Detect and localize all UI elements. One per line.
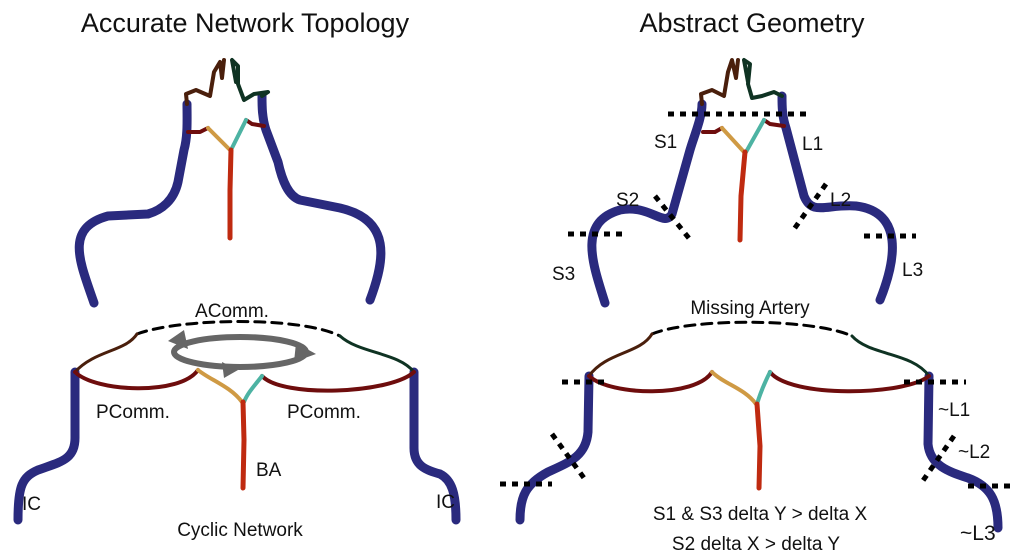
left-branch-lower — [196, 368, 244, 404]
right-panel-left-anterior-upper — [699, 58, 740, 106]
ba-label: BA — [256, 460, 282, 481]
right-panel-right-branch-upper — [744, 118, 766, 154]
l1-label: L1 — [802, 134, 823, 155]
geometry-note-1: S1 & S3 delta Y > delta X — [653, 504, 868, 525]
right-panel-left-anterior-lower — [587, 332, 654, 378]
right-panel-title: Abstract Geometry — [639, 8, 865, 38]
right-branch-lower — [242, 374, 264, 404]
right-panel-right-ic-lower — [923, 371, 1003, 533]
pcomm-left-label: PComm. — [96, 402, 170, 423]
right-upper-network — [568, 58, 916, 308]
cut-markers-upper — [568, 111, 916, 244]
left-pcomm-upper — [186, 126, 210, 134]
right-panel-left-pcomm-upper — [701, 126, 724, 134]
right-panel-basilar-lower — [754, 401, 763, 491]
right-panel-right-pcomm-upper — [762, 118, 786, 128]
right-ic-upper — [257, 91, 386, 305]
ic-left-label: IC — [22, 494, 41, 515]
s3-label: S3 — [552, 264, 575, 285]
left-lower-network — [13, 320, 461, 525]
right-panel-right-anterior-upper — [742, 58, 784, 100]
right-lower-network — [500, 320, 1016, 533]
cycle-arrowhead-right — [294, 343, 316, 362]
missing-artery-label: Missing Artery — [690, 298, 810, 319]
left-panel: Accurate Network Topology — [13, 8, 461, 541]
left-upper-network — [74, 58, 386, 308]
l2-label: L2 — [830, 190, 851, 211]
s2-label: S2 — [616, 190, 639, 211]
right-panel-right-branch-lower — [755, 370, 772, 406]
left-pcomm-lower — [73, 368, 200, 391]
tilde-l2-label: ~L2 — [958, 442, 990, 463]
left-branch-upper — [206, 126, 232, 152]
cut-marker-l2 — [789, 182, 829, 234]
right-panel-right-anterior-lower — [850, 334, 931, 378]
left-anterior-lower — [73, 332, 139, 374]
geometry-note-2: S2 delta X > delta Y — [672, 534, 840, 555]
right-pcomm-upper — [244, 118, 266, 128]
right-panel-left-branch-lower — [710, 370, 758, 406]
left-panel-title: Accurate Network Topology — [81, 8, 410, 38]
missing-artery-dashed — [650, 320, 854, 338]
l3-label: L3 — [902, 260, 923, 281]
basilar-upper — [227, 147, 234, 241]
tilde-l1-label: ~L1 — [938, 400, 970, 421]
tilde-l3-label: ~L3 — [960, 522, 996, 545]
right-panel-right-ic-upper — [777, 91, 897, 305]
right-branch-upper — [230, 118, 248, 150]
circular-arrows-icon — [168, 330, 316, 378]
acomm-label: AComm. — [195, 301, 269, 322]
right-panel-left-branch-upper — [720, 126, 746, 154]
right-panel-left-ic-lower — [515, 371, 594, 525]
basilar-lower — [240, 399, 247, 491]
right-panel-left-ic-upper — [587, 99, 707, 308]
right-panel-left-pcomm-lower — [587, 370, 714, 394]
cyclic-network-caption: Cyclic Network — [177, 520, 303, 541]
right-ic-lower — [409, 367, 461, 525]
cycle-arrowhead-bottom — [222, 362, 238, 378]
cut-markers-lower — [500, 379, 1016, 489]
s1-label: S1 — [654, 132, 677, 153]
right-anterior-upper — [230, 58, 270, 102]
right-pcomm-lower — [260, 370, 416, 393]
right-panel: Abstract Geometry — [500, 8, 1016, 555]
acomm-dashed — [135, 320, 342, 338]
right-panel-basilar-upper — [737, 149, 748, 243]
cut-marker-s2 — [653, 194, 694, 244]
pcomm-right-label: PComm. — [287, 402, 361, 423]
right-anterior-lower — [338, 334, 416, 374]
left-ic-upper — [74, 99, 192, 308]
ic-right-label: IC — [436, 492, 455, 513]
cut-marker-left-mid — [549, 432, 587, 480]
left-ic-lower — [13, 367, 80, 525]
left-anterior-upper — [184, 58, 226, 106]
cut-marker-tl2 — [919, 434, 957, 484]
cycle-arrowhead-left — [168, 330, 188, 349]
